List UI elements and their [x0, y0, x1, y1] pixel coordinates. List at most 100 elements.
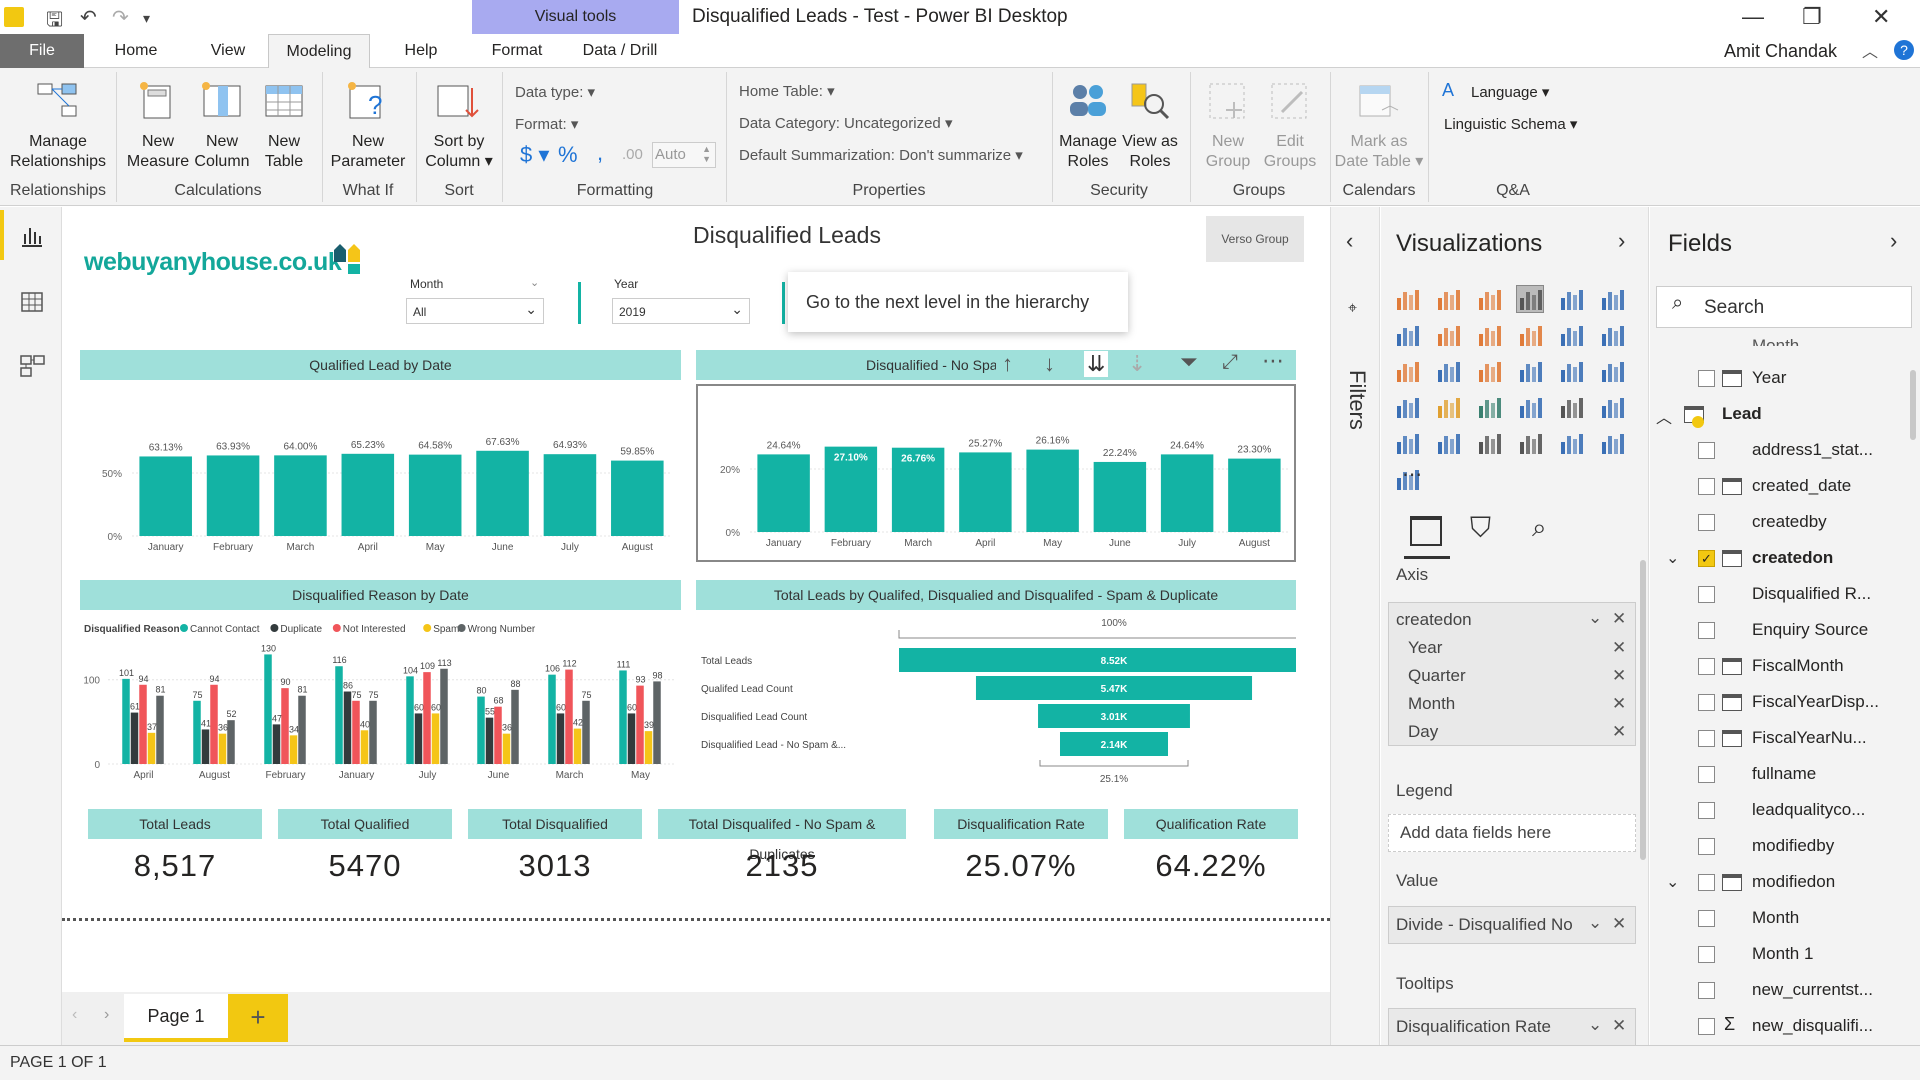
redo-icon[interactable]: ↷: [112, 7, 129, 29]
fields-scrollbar[interactable]: [1910, 370, 1916, 440]
gauge-icon[interactable]: [1476, 394, 1502, 420]
format-tab-icon[interactable]: ⛉: [1470, 512, 1492, 543]
field-checkbox[interactable]: [1698, 478, 1715, 495]
new-group-button[interactable]: New Group: [1194, 132, 1262, 172]
chevron-right-icon[interactable]: ›: [104, 1006, 110, 1023]
fields-tab-icon[interactable]: [1410, 516, 1442, 546]
area-icon[interactable]: [1435, 322, 1461, 348]
python-icon[interactable]: [1435, 430, 1461, 456]
comma-button[interactable]: ,: [597, 140, 604, 165]
axis-hierarchy-item[interactable]: Month: [1408, 694, 1456, 713]
chevron-down-icon[interactable]: ⌄: [1666, 550, 1680, 567]
edit-groups-button[interactable]: Edit Groups: [1256, 132, 1324, 172]
field-checkbox[interactable]: [1698, 766, 1715, 783]
field-checkbox[interactable]: [1698, 730, 1715, 747]
field-item[interactable]: FiscalYearNu...: [1752, 728, 1867, 747]
tab-data-drill[interactable]: Data / Drill: [582, 42, 658, 59]
view-as-roles-button[interactable]: View as Roles: [1116, 132, 1184, 172]
clustered-column-icon[interactable]: [1516, 285, 1544, 313]
tab-modeling[interactable]: Modeling: [268, 34, 370, 68]
stacked-bar-icon[interactable]: [1394, 286, 1420, 312]
home-table-dropdown[interactable]: Home Table: ▾: [739, 83, 835, 100]
field-checkbox[interactable]: [1698, 370, 1715, 387]
axis-hierarchy-item[interactable]: Quarter: [1408, 666, 1466, 685]
field-item[interactable]: new_currentst...: [1752, 980, 1873, 999]
collapse-ribbon-icon[interactable]: ︿: [1862, 44, 1879, 61]
field-item[interactable]: Disqualified R...: [1752, 584, 1872, 603]
field-item[interactable]: modifiedby: [1752, 836, 1835, 855]
total-leads-funnel-chart[interactable]: 100% 8.52K Total Leads 5.47K Qualifed Lead C…: [696, 616, 1296, 786]
drill-up-icon[interactable]: ↑: [1002, 351, 1013, 376]
data-category-dropdown[interactable]: Data Category: Uncategorized ▾: [739, 115, 953, 132]
table-icon[interactable]: [1476, 430, 1502, 456]
field-checkbox[interactable]: [1698, 586, 1715, 603]
axis-hierarchy-item[interactable]: Year: [1408, 638, 1443, 657]
waterfall-icon[interactable]: [1394, 358, 1420, 384]
mark-as-date-table-button[interactable]: Mark as Date Table ▾: [1334, 132, 1424, 172]
linguistic-schema-dropdown[interactable]: Linguistic Schema ▾: [1444, 116, 1578, 133]
minimize-icon[interactable]: —: [1742, 4, 1764, 29]
field-checkbox[interactable]: [1698, 946, 1715, 963]
format-dropdown[interactable]: Format: ▾: [515, 116, 579, 133]
tab-format[interactable]: Format: [491, 42, 543, 59]
field-checkbox[interactable]: [1698, 910, 1715, 927]
field-checkbox[interactable]: ✓: [1698, 550, 1715, 567]
field-checkbox[interactable]: [1698, 622, 1715, 639]
fields-search-box[interactable]: [1656, 286, 1912, 328]
new-table-button[interactable]: New Table: [254, 132, 314, 172]
funnel-icon[interactable]: [1435, 394, 1461, 420]
chevron-right-icon[interactable]: ›: [1890, 228, 1898, 253]
user-name[interactable]: Amit Chandak: [1724, 41, 1838, 61]
expand-level-icon[interactable]: ⇣: [1128, 351, 1147, 376]
matrix-icon[interactable]: [1517, 430, 1543, 456]
new-column-button[interactable]: New Column: [186, 132, 258, 172]
globe-icon[interactable]: [1394, 466, 1420, 492]
remove-icon[interactable]: ✕: [1612, 666, 1627, 685]
sort-by-column-button[interactable]: Sort by Column ▾: [418, 132, 500, 172]
chevron-down-icon[interactable]: ⌄: [1666, 874, 1680, 891]
filter-icon[interactable]: ⏷: [1180, 349, 1198, 374]
tab-file[interactable]: File: [0, 34, 84, 68]
100-bar-icon[interactable]: [1558, 286, 1584, 312]
percent-button[interactable]: %: [558, 142, 578, 167]
field-item[interactable]: Enquiry Source: [1752, 620, 1869, 639]
field-checkbox[interactable]: [1698, 802, 1715, 819]
manage-roles-button[interactable]: Manage Roles: [1054, 132, 1122, 172]
multirow-card-icon[interactable]: [1558, 394, 1584, 420]
decimal-button[interactable]: .00: [622, 146, 643, 163]
filled-map-icon[interactable]: [1394, 394, 1420, 420]
default-summarization-dropdown[interactable]: Default Summarization: Don't summarize ▾: [739, 147, 1023, 164]
viz-scrollbar[interactable]: [1640, 560, 1646, 860]
chevron-down-icon[interactable]: ⌄: [1588, 1015, 1603, 1034]
filters-pane[interactable]: [1330, 207, 1380, 1045]
analytics-tab-icon[interactable]: ⌕: [1532, 512, 1547, 542]
tab-view[interactable]: View: [210, 42, 246, 59]
next-level-icon[interactable]: ⇊: [1084, 351, 1109, 377]
map-icon[interactable]: [1599, 358, 1625, 384]
chevron-down-icon[interactable]: ⌄: [1588, 608, 1603, 627]
kpi-icon[interactable]: [1599, 394, 1625, 420]
field-item[interactable]: createdby: [1752, 512, 1827, 531]
field-item[interactable]: created_date: [1752, 476, 1852, 495]
new-measure-button[interactable]: New Measure: [118, 132, 198, 172]
field-table-lead[interactable]: Lead: [1722, 404, 1762, 423]
axis-hierarchy-item[interactable]: Day: [1408, 722, 1439, 741]
decimal-places-input[interactable]: Auto ▲ ▼: [652, 142, 716, 168]
chevron-right-icon[interactable]: ›: [1618, 228, 1626, 253]
pie-icon[interactable]: [1476, 358, 1502, 384]
chevron-down-icon[interactable]: ⌄: [1588, 913, 1603, 932]
page-tab-page1[interactable]: Page 1: [124, 994, 228, 1042]
clustered-bar-icon[interactable]: [1476, 286, 1502, 312]
field-item[interactable]: createdon: [1752, 548, 1834, 567]
disqualified-reason-chart[interactable]: Disqualified Reason Cannot Contact Duplica…: [80, 616, 681, 786]
field-item[interactable]: fullname: [1752, 764, 1817, 783]
qualified-lead-chart[interactable]: 50% 0% 63.13% January 63.93% February 64.00% Ma…: [80, 390, 681, 560]
focus-mode-icon[interactable]: ⤢: [1222, 351, 1238, 373]
month-slicer-dropdown[interactable]: All ⌄: [406, 298, 544, 324]
currency-button[interactable]: $ ▾: [520, 142, 550, 167]
field-checkbox[interactable]: [1698, 874, 1715, 891]
new-parameter-button[interactable]: New Parameter: [324, 132, 412, 172]
card-icon[interactable]: [1517, 394, 1543, 420]
disqualified-no-spam-chart[interactable]: 20% 0% 24.64% January 27.10% February 26.76% Ma…: [696, 384, 1296, 562]
value-well[interactable]: [1388, 906, 1636, 944]
